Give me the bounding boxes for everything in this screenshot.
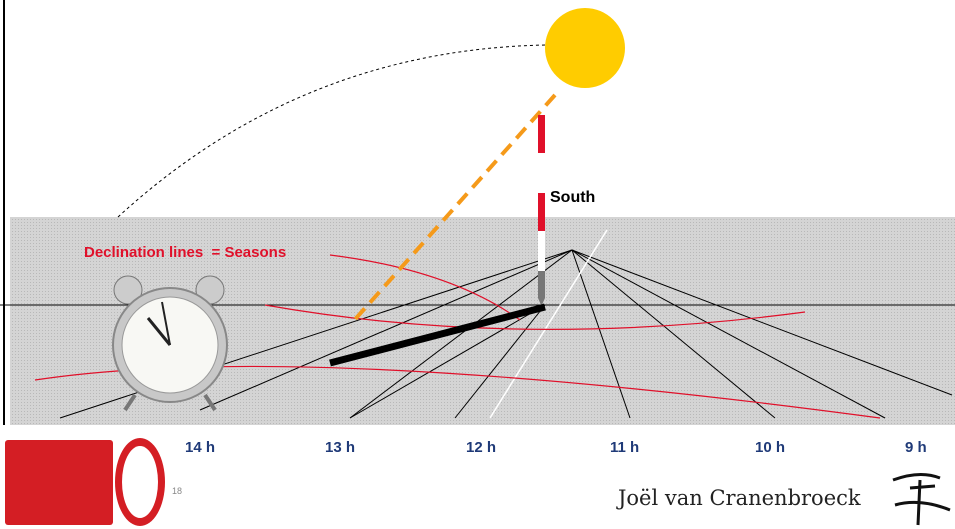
meridian-line bbox=[489, 229, 608, 419]
page-number: 18 bbox=[172, 486, 182, 496]
hour-labels: 14 h 13 h 12 h 11 h 10 h 9 h bbox=[185, 439, 927, 456]
hour-label: 14 h bbox=[185, 439, 215, 456]
gnomon-top bbox=[538, 115, 545, 153]
hour-label: 12 h bbox=[466, 439, 496, 456]
south-label: South bbox=[550, 189, 595, 206]
logo bbox=[892, 473, 951, 526]
seal bbox=[5, 438, 165, 526]
sun bbox=[545, 8, 625, 88]
gnomon-white bbox=[538, 231, 545, 271]
sun-path bbox=[117, 44, 546, 218]
hour-lines bbox=[59, 249, 953, 419]
hour-label: 11 h bbox=[610, 439, 639, 456]
hour-label: 10 h bbox=[755, 439, 785, 456]
gnomon-red bbox=[538, 193, 545, 231]
gnomon-tip bbox=[538, 271, 545, 306]
author: Joël van Cranenbroeck bbox=[616, 486, 861, 510]
hour-label: 13 h bbox=[325, 439, 355, 456]
clock bbox=[112, 275, 228, 412]
declination-label: Declination lines = Seasons bbox=[84, 244, 286, 261]
shadow bbox=[329, 303, 546, 367]
hour-label: 9 h bbox=[905, 439, 927, 456]
sun-ray bbox=[348, 93, 557, 327]
